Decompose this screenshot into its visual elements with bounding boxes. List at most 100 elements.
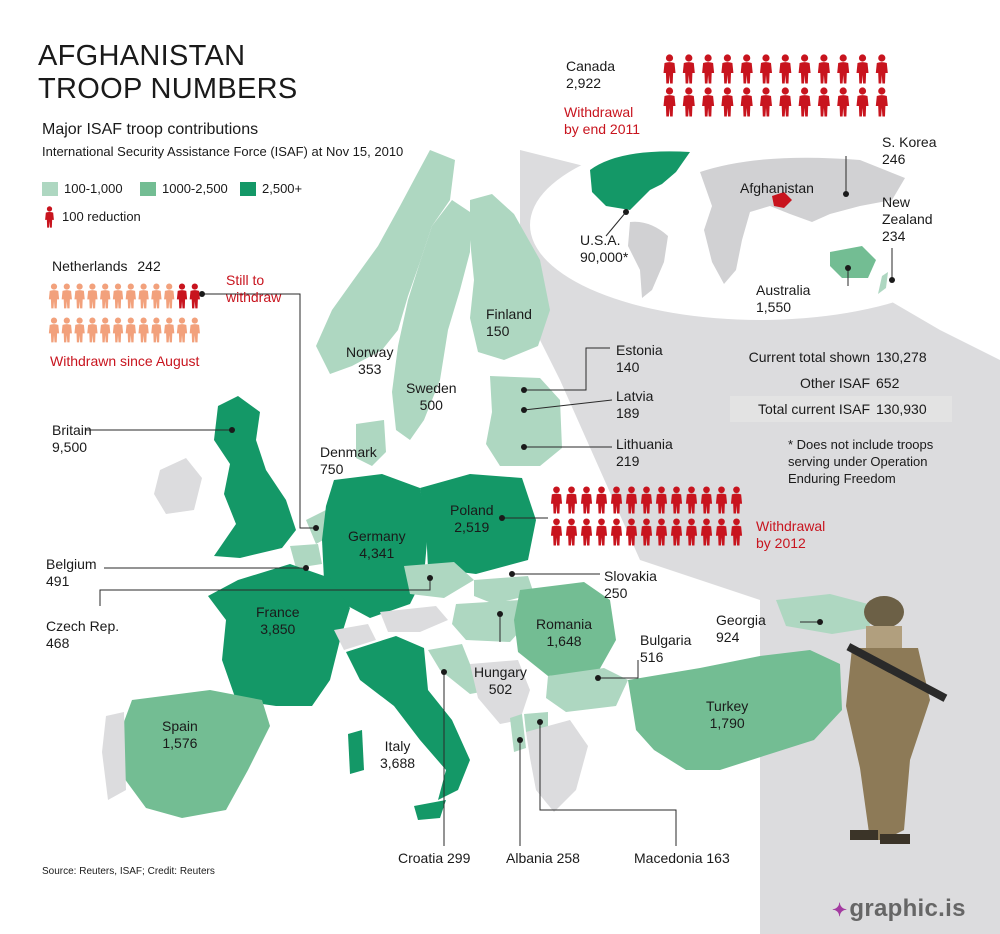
- north-america: [590, 151, 690, 210]
- footnote-line-1: * Does not include troops: [788, 437, 934, 452]
- czech-name: Czech Rep.: [46, 618, 120, 634]
- label-france: France 3,850: [256, 604, 300, 638]
- canada-person-icons: [663, 54, 888, 117]
- label-australia: Australia 1,550: [756, 282, 810, 316]
- person-icon: [798, 87, 811, 117]
- subtitle-secondary: International Security Assistance Force …: [42, 144, 404, 159]
- title-line-1: AFGHANISTAN: [38, 40, 246, 72]
- label-sweden: Sweden 500: [406, 380, 457, 414]
- germany-value: 4,341: [359, 545, 395, 561]
- label-hungary: Hungary 502: [474, 664, 527, 698]
- sicily-region: [414, 800, 446, 820]
- person-icon: [74, 283, 85, 309]
- person-icon: [740, 87, 753, 117]
- hungary-name: Hungary: [474, 664, 527, 680]
- switzerland-region: [334, 624, 376, 650]
- latvia-value: 189: [616, 405, 640, 421]
- person-icon: [875, 87, 888, 117]
- footnote: * Does not include troops serving under …: [788, 436, 933, 487]
- label-spain: Spain 1,576: [162, 718, 198, 752]
- person-icon: [682, 54, 695, 84]
- south-america: [628, 221, 668, 298]
- netherlands-still-line-1: Still to: [226, 272, 265, 288]
- label-italy: Italy 3,688: [380, 738, 415, 772]
- finland-value: 150: [486, 323, 510, 339]
- netherlands-value: 242: [137, 258, 161, 274]
- romania-region: [514, 582, 616, 676]
- romania-value: 1,648: [546, 633, 582, 649]
- label-georgia: Georgia 924: [716, 612, 766, 646]
- finland-name: Finland: [486, 306, 532, 322]
- label-estonia: Estonia 140: [616, 342, 663, 376]
- new-zealand-name-1: New: [882, 194, 911, 210]
- totals-row-shown: Current total shown 130,278: [730, 344, 952, 370]
- person-icon: [125, 283, 136, 309]
- balkans-region: [470, 660, 530, 724]
- greece-region: [526, 720, 588, 812]
- label-germany: Germany 4,341: [348, 528, 406, 562]
- leader-czech: [99, 578, 431, 606]
- sweden-value: 500: [419, 397, 443, 413]
- estonia-value: 140: [616, 359, 640, 375]
- spain-name: Spain: [162, 718, 198, 734]
- netherlands-name: Netherlands: [52, 258, 128, 274]
- georgia-region: [776, 594, 870, 634]
- legend-light-label: 100-1,000: [64, 181, 123, 196]
- turkey-value: 1,790: [709, 715, 745, 731]
- label-slovakia: Slovakia 250: [604, 568, 657, 602]
- footnote-line-3: Enduring Freedom: [788, 471, 896, 486]
- italy-value: 3,688: [380, 755, 416, 771]
- person-icon: [550, 486, 563, 514]
- person-icon: [48, 283, 60, 309]
- poland-region: [420, 474, 536, 574]
- australia-value: 1,550: [756, 299, 792, 315]
- georgia-value: 924: [716, 629, 740, 645]
- person-icon: [721, 87, 734, 117]
- denmark-name: Denmark: [320, 444, 377, 460]
- latvia-name: Latvia: [616, 388, 654, 404]
- label-netherlands: Netherlands 242: [52, 258, 161, 275]
- canada-value: 2,922: [566, 75, 602, 91]
- britain-region: [214, 396, 296, 558]
- netherlands-withdrawn-note: Withdrawn since August: [50, 353, 200, 369]
- hungary-value: 502: [488, 681, 513, 697]
- label-romania: Romania 1,648: [536, 616, 592, 650]
- ireland-region: [154, 458, 202, 514]
- leader-netherlands: [200, 293, 316, 529]
- totals-row-other: Other ISAF 652: [730, 370, 952, 396]
- legend-person-icon: [45, 206, 54, 228]
- person-icon: [837, 54, 850, 84]
- person-icon: [663, 54, 676, 84]
- label-norway: Norway 353: [346, 344, 393, 378]
- label-czech: Czech Rep. 468: [46, 618, 119, 652]
- totals-row-current: Total current ISAF 130,930: [730, 396, 952, 422]
- footnote-line-2: serving under Operation: [788, 454, 928, 469]
- person-icon: [875, 54, 888, 84]
- czech-region: [404, 562, 474, 598]
- lithuania-value: 219: [616, 453, 640, 469]
- label-afghanistan: Afghanistan: [740, 180, 814, 196]
- person-icon: [856, 87, 869, 117]
- person-icon: [798, 54, 811, 84]
- person-icon: [112, 317, 124, 343]
- portugal-region: [102, 712, 126, 800]
- spain-value: 1,576: [162, 735, 198, 751]
- poland-withdrawal-line-1: Withdrawal: [756, 518, 826, 534]
- label-finland: Finland 150: [486, 306, 532, 340]
- germany-name: Germany: [348, 528, 406, 544]
- person-icon: [565, 518, 578, 546]
- france-region: [208, 564, 350, 706]
- leader-usa: [605, 211, 627, 237]
- label-turkey: Turkey 1,790: [706, 698, 748, 732]
- totals-current-label: Total current ISAF: [757, 401, 870, 417]
- label-macedonia: Macedonia 163: [634, 850, 730, 866]
- romania-name: Romania: [536, 616, 593, 632]
- netherlands-still-note: Still to withdraw: [226, 272, 281, 306]
- denmark-region: [356, 420, 386, 466]
- label-britain: Britain 9,500: [52, 422, 92, 456]
- brand-text: graphic.is: [849, 895, 966, 922]
- legend-reduction-label: 100 reduction: [62, 209, 141, 224]
- person-icon: [817, 54, 830, 84]
- leader-latvia: [523, 399, 613, 411]
